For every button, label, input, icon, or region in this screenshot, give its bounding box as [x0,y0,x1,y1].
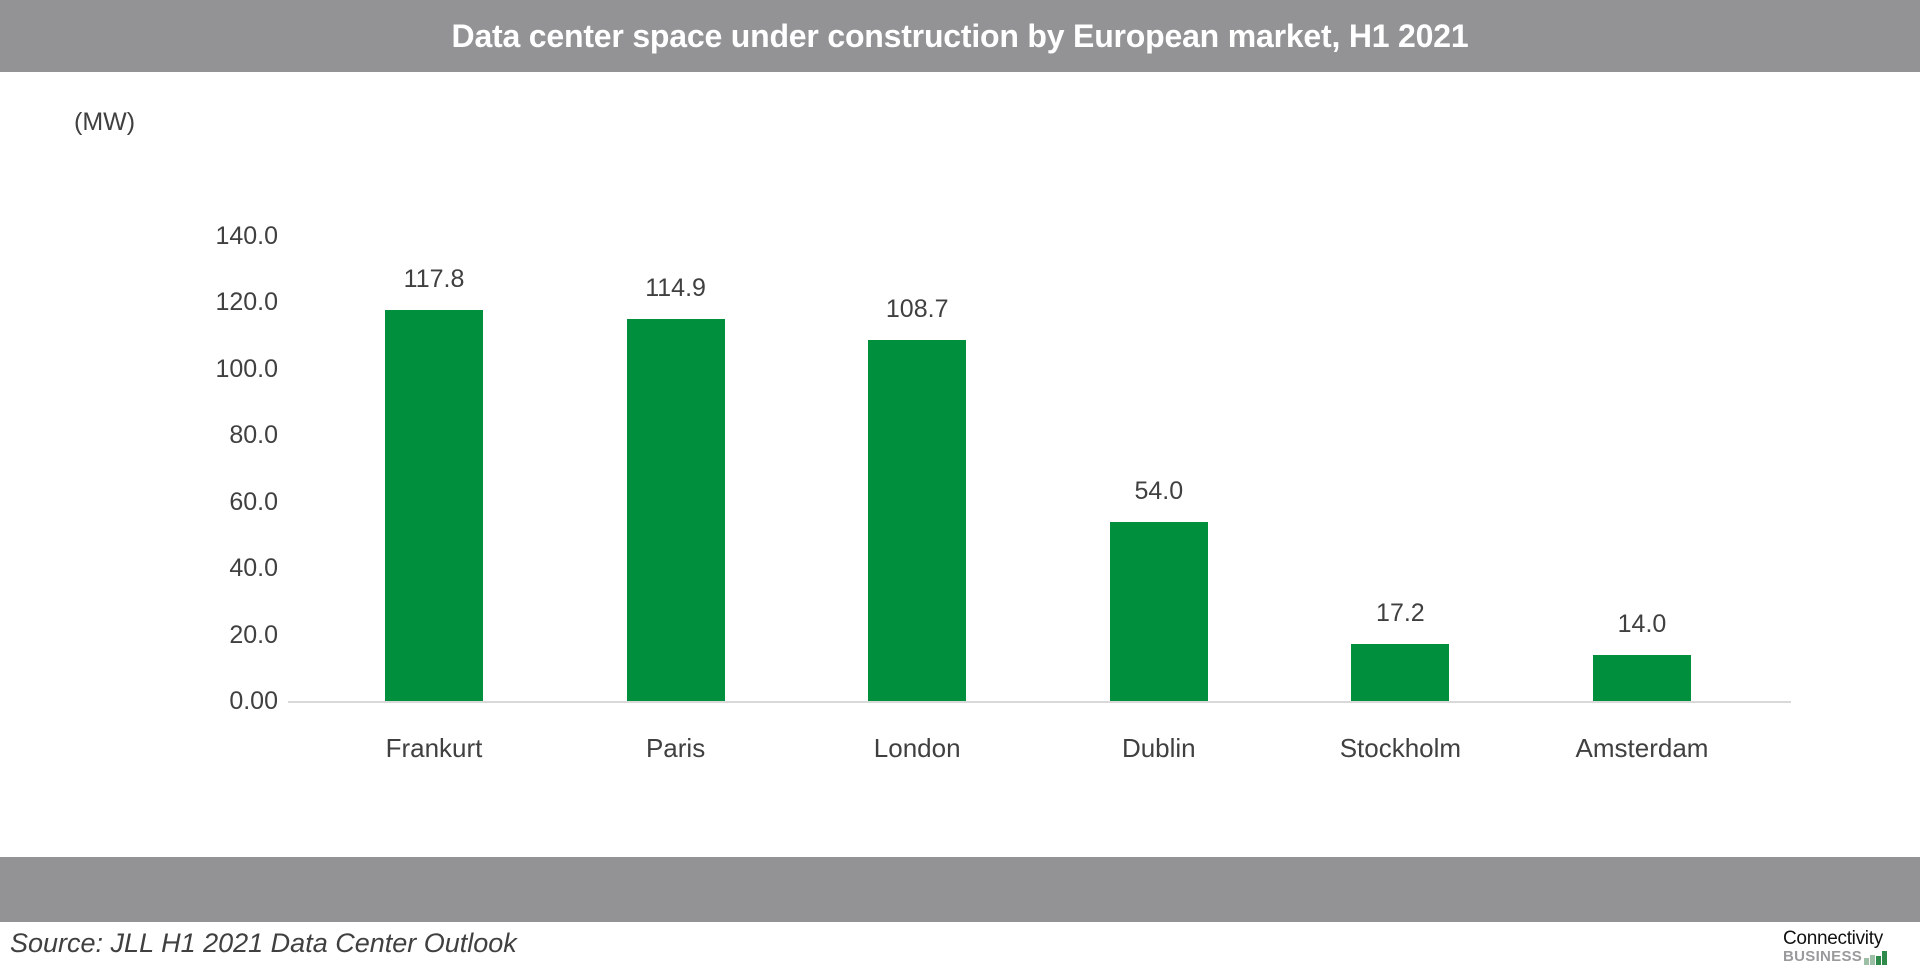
footer-bar [0,857,1920,922]
x-category-label: Dublin [1121,733,1196,763]
data-label: 54.0 [1134,476,1184,505]
y-tick-label: 40.0 [229,554,278,583]
logo-line-2: BUSINESS [1783,948,1863,965]
x-category-label: Frankurt [385,733,483,763]
x-axis-line [288,701,1791,703]
title-bar: Data center space under construction by … [0,0,1920,72]
connectivity-business-logo: Connectivity BUSINESS [1783,929,1913,969]
data-label: 17.2 [1376,598,1425,627]
y-tick-label: 60.0 [229,487,278,516]
bar-chart-icon [1864,950,1888,965]
chart-title: Data center space under construction by … [451,17,1469,54]
logo-line-1: Connectivity [1783,928,1883,949]
y-tick-label: 120.0 [215,288,278,317]
x-category-label: Amsterdam [1575,733,1709,763]
bar-stockholm [1351,643,1450,701]
y-tick-label: 100.0 [215,354,278,383]
y-tick-label: 0.00 [229,687,278,715]
x-category-label: London [873,733,961,763]
x-category-label: Stockholm [1339,733,1462,763]
bar-frankurt [385,309,483,701]
source-note: Source: JLL H1 2021 Data Center Outlook [10,928,517,958]
data-label: 114.9 [645,274,706,303]
bar-paris [626,319,725,701]
data-label: 14.0 [1617,609,1667,638]
data-label: 108.7 [885,294,949,323]
y-axis-unit-label: (MW) [74,108,136,136]
y-tick-label: 20.0 [229,620,278,649]
y-tick-label: 80.0 [229,421,278,450]
bar-london [868,339,967,701]
bar-amsterdam [1593,654,1691,701]
x-category-label: Paris [645,733,706,763]
bar-dublin [1109,521,1208,701]
y-tick-label: 140.0 [215,222,278,250]
data-label: 117.8 [403,264,465,293]
